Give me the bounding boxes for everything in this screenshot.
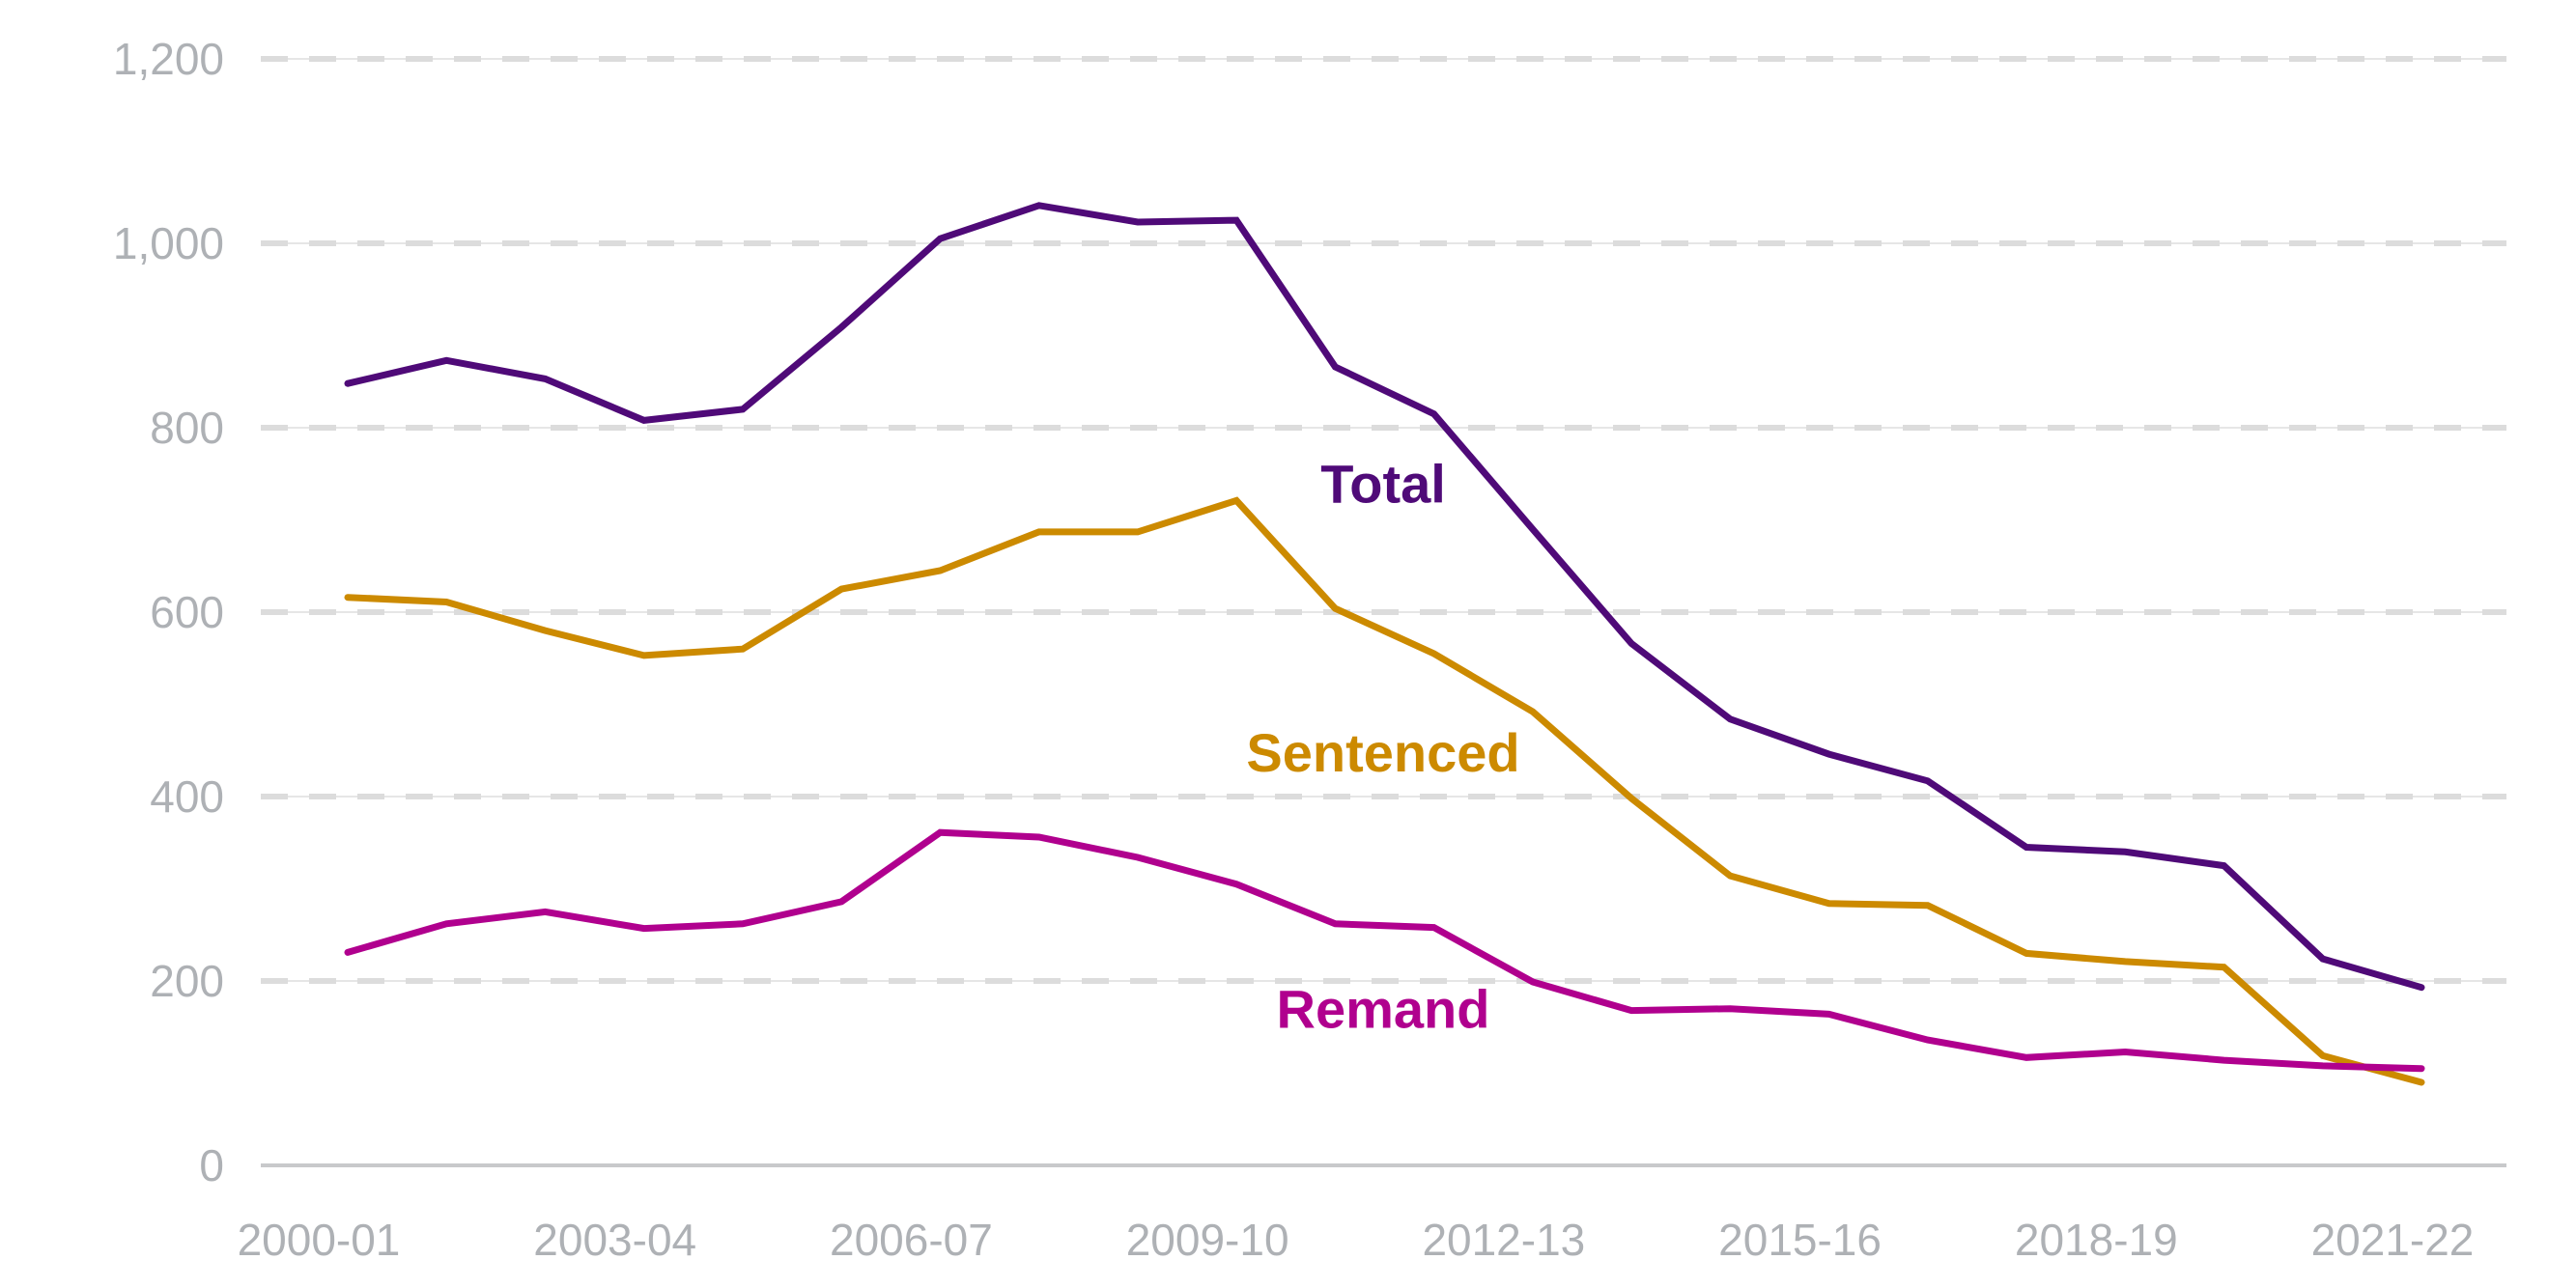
series-labels: Total Sentenced Remand bbox=[1246, 453, 1519, 1039]
series-label-remand: Remand bbox=[1277, 979, 1490, 1040]
x-tick-label: 2018-19 bbox=[2015, 1215, 2178, 1265]
x-tick-label: 2006-07 bbox=[830, 1215, 993, 1265]
series-lines bbox=[344, 202, 2425, 1086]
series-label-total: Total bbox=[1320, 453, 1446, 514]
y-tick-label: 800 bbox=[150, 403, 224, 453]
y-tick-label: 400 bbox=[150, 771, 224, 822]
x-tick-label: 2003-04 bbox=[533, 1215, 696, 1265]
y-axis-ticks: 0 200 400 600 800 1,000 1,200 bbox=[113, 34, 224, 1190]
x-tick-label: 2000-01 bbox=[238, 1215, 401, 1265]
series-line-remand bbox=[344, 828, 2425, 1073]
x-tick-label: 2021-22 bbox=[2311, 1215, 2475, 1265]
x-axis-ticks: 2000-01 2003-04 2006-07 2009-10 2012-13 2015-… bbox=[238, 1215, 2475, 1265]
series-line-sentenced bbox=[344, 496, 2425, 1086]
x-tick-label: 2015-16 bbox=[1718, 1215, 1882, 1265]
series-line-total bbox=[344, 202, 2425, 992]
y-tick-label: 1,000 bbox=[113, 218, 224, 268]
y-tick-label: 200 bbox=[150, 956, 224, 1006]
y-tick-label: 0 bbox=[199, 1140, 224, 1190]
x-tick-label: 2012-13 bbox=[1422, 1215, 1585, 1265]
gridlines bbox=[261, 56, 2506, 984]
y-tick-label: 600 bbox=[150, 587, 224, 637]
y-tick-label: 1,200 bbox=[113, 34, 224, 84]
series-label-sentenced: Sentenced bbox=[1246, 722, 1519, 783]
x-tick-label: 2009-10 bbox=[1126, 1215, 1289, 1265]
